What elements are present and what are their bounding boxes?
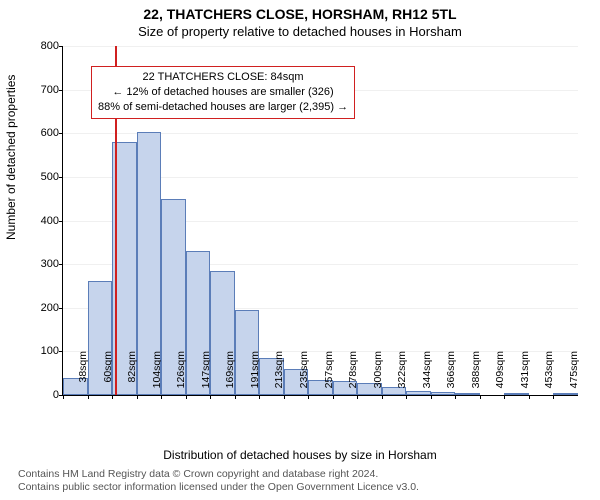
x-tick-mark bbox=[210, 395, 211, 399]
chart-subtitle: Size of property relative to detached ho… bbox=[0, 24, 600, 39]
x-tick-mark bbox=[504, 395, 505, 399]
property-size-chart: 22, THATCHERS CLOSE, HORSHAM, RH12 5TL S… bbox=[0, 0, 600, 500]
x-tick-mark bbox=[455, 395, 456, 399]
y-tick-label: 200 bbox=[25, 302, 63, 314]
x-tick-mark bbox=[284, 395, 285, 399]
y-axis-label: Number of detached properties bbox=[4, 75, 18, 240]
x-tick-mark bbox=[235, 395, 236, 399]
plot-area: 010020030040050060070080038sqm60sqm82sqm… bbox=[62, 46, 578, 396]
x-tick-mark bbox=[553, 395, 554, 399]
y-tick-label: 800 bbox=[25, 40, 63, 52]
footer-line-1: Contains HM Land Registry data © Crown c… bbox=[18, 468, 588, 481]
x-tick-label: 388sqm bbox=[470, 351, 482, 401]
chart-title: 22, THATCHERS CLOSE, HORSHAM, RH12 5TL bbox=[0, 6, 600, 22]
grid-line bbox=[63, 46, 578, 47]
y-tick-label: 300 bbox=[25, 258, 63, 270]
x-tick-mark bbox=[431, 395, 432, 399]
x-tick-label: 475sqm bbox=[568, 351, 580, 401]
y-tick-label: 700 bbox=[25, 84, 63, 96]
footer-line-2: Contains public sector information licen… bbox=[18, 481, 588, 494]
x-tick-mark bbox=[406, 395, 407, 399]
x-tick-mark bbox=[529, 395, 530, 399]
x-tick-mark bbox=[382, 395, 383, 399]
y-tick-label: 400 bbox=[25, 215, 63, 227]
annotation-line-2: ← 12% of detached houses are smaller (32… bbox=[98, 85, 348, 100]
x-tick-mark bbox=[161, 395, 162, 399]
x-tick-mark bbox=[88, 395, 89, 399]
x-tick-mark bbox=[480, 395, 481, 399]
footer-attribution: Contains HM Land Registry data © Crown c… bbox=[18, 468, 588, 494]
x-tick-mark bbox=[259, 395, 260, 399]
x-tick-label: 431sqm bbox=[519, 351, 531, 401]
y-tick-label: 0 bbox=[25, 389, 63, 401]
x-tick-mark bbox=[112, 395, 113, 399]
y-tick-label: 600 bbox=[25, 127, 63, 139]
x-tick-mark bbox=[137, 395, 138, 399]
x-tick-mark bbox=[63, 395, 64, 399]
annotation-box: 22 THATCHERS CLOSE: 84sqm ← 12% of detac… bbox=[91, 66, 355, 119]
y-tick-label: 500 bbox=[25, 171, 63, 183]
annotation-line-3: 88% of semi-detached houses are larger (… bbox=[98, 100, 348, 115]
annotation-line-1: 22 THATCHERS CLOSE: 84sqm bbox=[98, 70, 348, 85]
x-tick-mark bbox=[186, 395, 187, 399]
x-tick-mark bbox=[333, 395, 334, 399]
x-axis-label: Distribution of detached houses by size … bbox=[0, 448, 600, 462]
x-tick-mark bbox=[357, 395, 358, 399]
x-tick-mark bbox=[308, 395, 309, 399]
y-tick-label: 100 bbox=[25, 345, 63, 357]
